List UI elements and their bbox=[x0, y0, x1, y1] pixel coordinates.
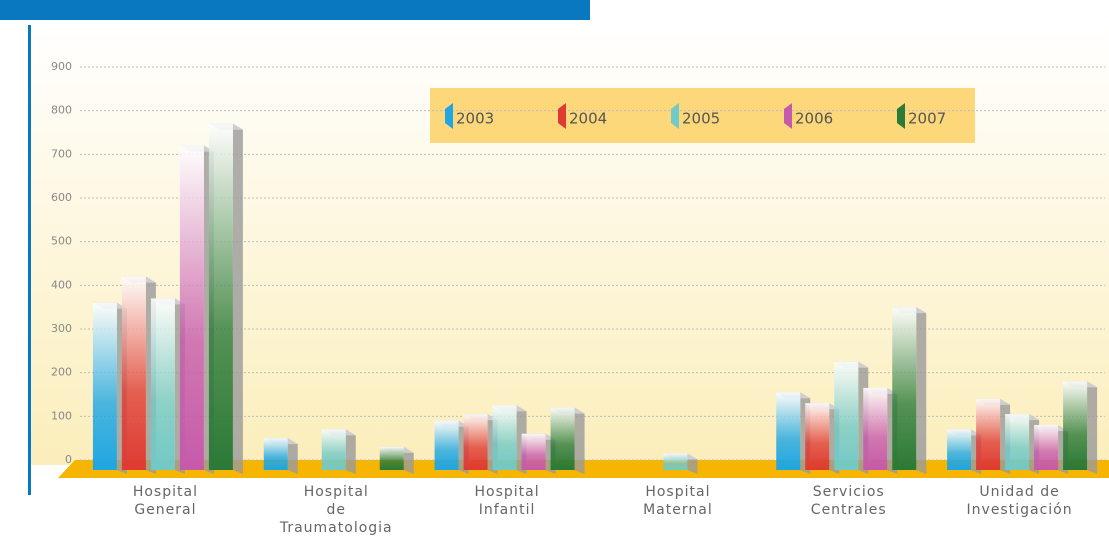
bar bbox=[434, 420, 459, 470]
bar bbox=[976, 398, 1001, 470]
y-tick-label: 500 bbox=[51, 235, 72, 248]
x-tick-label: Hospital Maternal bbox=[643, 484, 713, 518]
bar bbox=[663, 453, 688, 470]
x-tick-label: Servicios Centrales bbox=[811, 484, 887, 518]
bar-side bbox=[403, 446, 414, 474]
bar bbox=[550, 407, 575, 470]
y-tick-label: 800 bbox=[51, 104, 72, 117]
left-rule bbox=[28, 25, 31, 495]
y-tick-label: 100 bbox=[51, 409, 72, 422]
bar bbox=[776, 392, 801, 470]
legend-label: 2003 bbox=[456, 110, 494, 128]
bar-side bbox=[1087, 381, 1098, 474]
x-tick-label: Hospital de Traumatologia bbox=[279, 484, 393, 536]
bar bbox=[321, 429, 346, 470]
bar bbox=[863, 387, 888, 470]
bar bbox=[463, 414, 488, 470]
x-tick-label: Hospital Infantil bbox=[475, 484, 540, 518]
bar bbox=[1034, 425, 1059, 470]
y-tick-label: 300 bbox=[51, 322, 72, 335]
bar bbox=[150, 298, 175, 470]
bar-side bbox=[574, 407, 585, 474]
bar bbox=[263, 438, 288, 470]
x-tick-label: Unidad de Investigación bbox=[967, 484, 1073, 518]
y-tick-label: 200 bbox=[51, 366, 72, 379]
legend-swatch bbox=[897, 103, 905, 129]
legend-label: 2004 bbox=[569, 110, 607, 128]
y-tick-label: 0 bbox=[65, 453, 72, 466]
bar bbox=[379, 446, 404, 470]
bar-side bbox=[287, 438, 298, 474]
bar bbox=[179, 145, 204, 470]
bar bbox=[805, 403, 830, 470]
legend-swatch bbox=[671, 103, 679, 129]
bar bbox=[892, 307, 917, 470]
legend-label: 2007 bbox=[908, 110, 946, 128]
y-tick-label: 400 bbox=[51, 278, 72, 291]
bar bbox=[92, 302, 117, 470]
legend-box bbox=[430, 88, 975, 143]
y-tick-label: 700 bbox=[51, 147, 72, 160]
bar-side bbox=[916, 307, 927, 474]
bar bbox=[521, 433, 546, 470]
bar bbox=[834, 361, 859, 470]
y-tick-label: 900 bbox=[51, 60, 72, 73]
y-tick-label: 600 bbox=[51, 191, 72, 204]
legend-swatch bbox=[445, 103, 453, 129]
bar-side bbox=[345, 429, 356, 474]
bar bbox=[1063, 381, 1088, 470]
bar bbox=[1005, 414, 1030, 470]
bar bbox=[947, 429, 972, 470]
header-bar bbox=[0, 0, 590, 20]
bar bbox=[208, 123, 233, 471]
legend-swatch bbox=[784, 103, 792, 129]
legend-label: 2006 bbox=[795, 110, 833, 128]
x-tick-label: Hospital General bbox=[133, 484, 198, 518]
legend-swatch bbox=[558, 103, 566, 129]
bar bbox=[492, 405, 517, 470]
bar bbox=[121, 276, 146, 470]
bar-side bbox=[232, 123, 243, 475]
legend-label: 2005 bbox=[682, 110, 720, 128]
